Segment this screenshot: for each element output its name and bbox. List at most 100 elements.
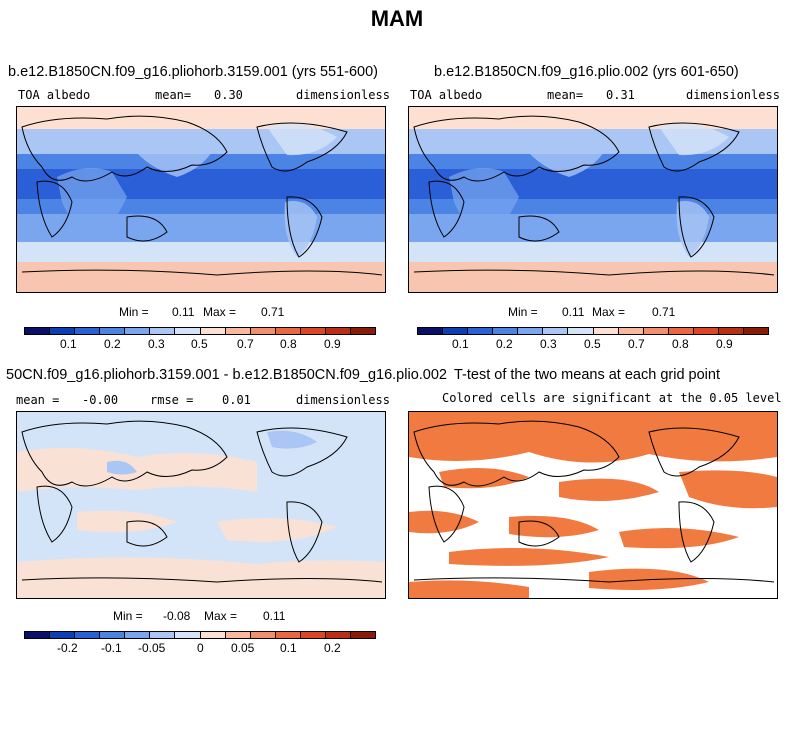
mean-label-bottom-left: mean = (16, 393, 60, 407)
ttest-significance-map (408, 411, 778, 599)
colorbar-segment (75, 632, 101, 638)
colorbar-tick: -0.1 (101, 641, 122, 655)
colorbar-tick: -0.05 (138, 641, 166, 655)
albedo-map-graphic (409, 107, 777, 292)
mean-value-top-right: 0.31 (606, 88, 635, 102)
colorbar-tick: 0.5 (191, 337, 208, 351)
panel-title-bottom-right: T-test of the two means at each grid poi… (454, 367, 720, 383)
colorbar-top-left (24, 327, 376, 335)
min-label-bottom-left: Min = (113, 609, 143, 623)
colorbar-segment (175, 328, 201, 334)
albedo-map-graphic (17, 107, 385, 292)
rmse-value-bottom-left: 0.01 (222, 393, 251, 407)
max-value-top-right: 0.71 (652, 305, 676, 319)
colorbar-segment (718, 328, 745, 334)
mean-value-top-left: 0.30 (214, 88, 243, 102)
colorbar-segment (351, 632, 376, 638)
ttest-map-graphic (409, 412, 777, 598)
colorbar-segment (50, 328, 76, 334)
figure-title: MAM (370, 6, 424, 31)
units-label-top-left: dimensionless (296, 88, 390, 102)
colorbar-segment (75, 328, 101, 334)
mean-label-top-right: mean= (547, 88, 584, 102)
colorbar-segment (100, 328, 126, 334)
colorbar-segment (418, 328, 444, 334)
colorbar-segment (225, 328, 251, 334)
colorbar-tick: 0.1 (280, 641, 297, 655)
panel-title-top-right: b.e12.B1850CN.f09_g16.plio.002 (yrs 601-… (434, 64, 739, 80)
colorbar-tick: 0.2 (496, 337, 513, 351)
colorbar-tick: -0.2 (57, 641, 78, 655)
colorbar-segment (493, 328, 519, 334)
colorbar-segment (300, 328, 326, 334)
rmse-label-bottom-left: rmse = (150, 393, 194, 407)
colorbar-segment (225, 632, 251, 638)
colorbar-segment (693, 328, 719, 334)
colorbar-top-right (417, 327, 769, 335)
subtitle-bottom-right: Colored cells are significant at the 0.0… (442, 391, 782, 405)
colorbar-tick: 0.7 (628, 337, 645, 351)
colorbar-segment (643, 328, 669, 334)
colorbar-segment (325, 632, 352, 638)
colorbar-segment (50, 632, 76, 638)
colorbar-tick: 0.2 (324, 641, 341, 655)
difference-map-graphic (17, 420, 385, 598)
colorbar-segment (25, 328, 51, 334)
colorbar-segment (325, 328, 352, 334)
colorbar-segment (100, 632, 126, 638)
colorbar-segment (150, 632, 176, 638)
max-value-top-left: 0.71 (261, 305, 285, 319)
mean-value-bottom-left: -0.00 (82, 393, 119, 407)
colorbar-tick: 0.8 (672, 337, 689, 351)
colorbar-segment (468, 328, 494, 334)
colorbar-segment (275, 632, 301, 638)
max-value-bottom-left: 0.11 (263, 609, 286, 623)
max-label-top-left: Max = (203, 305, 237, 319)
panel-title-top-left: b.e12.B1850CN.f09_g16.pliohorb.3159.001 … (8, 64, 379, 80)
min-value-bottom-left: -0.08 (163, 609, 191, 623)
colorbar-segment (744, 328, 769, 334)
colorbar-segment (275, 328, 301, 334)
colorbar-segment (443, 328, 469, 334)
colorbar-tick: 0 (197, 641, 204, 655)
colorbar-segment (25, 632, 51, 638)
colorbar-segment (250, 328, 276, 334)
colorbar-segment (351, 328, 376, 334)
colorbar-tick: 0.1 (452, 337, 469, 351)
colorbar-tick: 0.3 (148, 337, 165, 351)
colorbar-bottom-left (24, 631, 376, 639)
difference-map (16, 411, 386, 599)
colorbar-tick: 0.2 (104, 337, 121, 351)
colorbar-tick: 0.3 (540, 337, 557, 351)
colorbar-segment (593, 328, 619, 334)
colorbar-tick: 0.8 (280, 337, 297, 351)
colorbar-segment (518, 328, 544, 334)
colorbar-tick: 0.1 (60, 337, 77, 351)
variable-label-top-right: TOA albedo (410, 88, 483, 102)
max-label-bottom-left: Max = (204, 609, 238, 623)
panel-title-bottom-left: 50CN.f09_g16.pliohorb.3159.001 - b.e12.B… (6, 367, 447, 383)
colorbar-segment (568, 328, 594, 334)
units-label-bottom-left: dimensionless (296, 393, 390, 407)
min-label-top-right: Min = (508, 305, 538, 319)
colorbar-tick: 0.05 (231, 641, 255, 655)
colorbar-segment (200, 632, 226, 638)
colorbar-tick: 0.9 (716, 337, 733, 351)
colorbar-segment (543, 328, 569, 334)
albedo-map-top-right (408, 106, 778, 293)
colorbar-tick: 0.5 (584, 337, 601, 351)
variable-label-top-left: TOA albedo (18, 88, 91, 102)
min-value-top-left: 0.11 (172, 305, 195, 319)
colorbar-segment (200, 328, 226, 334)
colorbar-segment (250, 632, 276, 638)
max-label-top-right: Max = (592, 305, 626, 319)
units-label-top-right: dimensionless (686, 88, 780, 102)
colorbar-segment (668, 328, 694, 334)
colorbar-segment (175, 632, 201, 638)
colorbar-segment (618, 328, 644, 334)
albedo-map-top-left (16, 106, 386, 293)
mean-label-top-left: mean= (155, 88, 192, 102)
min-label-top-left: Min = (119, 305, 149, 319)
min-value-top-right: 0.11 (562, 305, 585, 319)
colorbar-segment (125, 632, 151, 638)
